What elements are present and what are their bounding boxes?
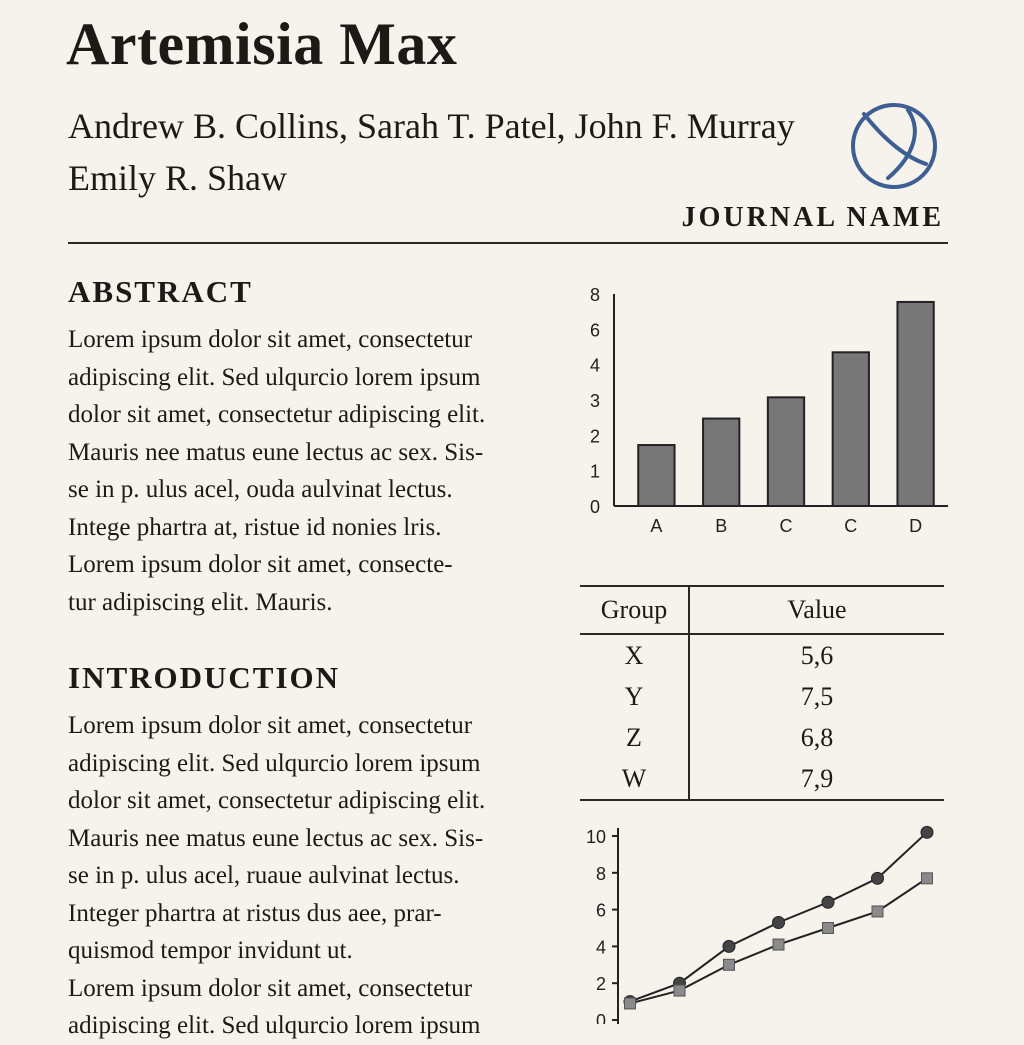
table-cell: Y: [580, 676, 690, 717]
text-line: Lorem ipsum dolor sit amet, consectetur: [68, 326, 473, 353]
data-point: [920, 825, 934, 839]
table-cell: 7,9: [800, 763, 834, 793]
authors-line-2: Emily R. Shaw: [68, 158, 288, 198]
y-tick-label: 2: [596, 974, 606, 994]
text-line: adipiscing elit. Sed ulqurcio lorem ipsu…: [68, 1012, 481, 1039]
y-tick-label: 10: [586, 827, 606, 847]
table-cell: 5,6: [800, 640, 834, 670]
text-line: Lorem ipsum dolor sit amet, consectetur: [68, 974, 473, 1002]
y-tick-label: 4: [590, 356, 600, 376]
data-point: [921, 872, 933, 885]
text-line: se in p. ulus acel, ouda aulvinat lectus…: [68, 476, 453, 503]
table-header-row: Group Value: [580, 586, 944, 635]
y-tick-label: 2: [590, 426, 600, 446]
introduction-body: Lorem ipsum dolor sit amet, consectetur a…: [68, 707, 538, 1045]
text-line: dolor sit amet, consectetur adipiscing e…: [68, 401, 486, 428]
text-line: Mauris nee matus eune lectus ac sex. Sis…: [68, 438, 484, 466]
line-chart: 0 2 4 6 8 10: [586, 825, 934, 1024]
data-point: [772, 938, 785, 951]
data-point: [722, 939, 736, 953]
data-table: Group Value X 5,6 Y 7,5 Z 6,8 W 7,9: [580, 585, 944, 801]
x-tick-label: B: [715, 516, 727, 536]
data-point: [624, 997, 636, 1010]
text-line: adipiscing elit. Sed ulqurcio lorem ipsu…: [68, 363, 481, 391]
x-tick-label: C: [844, 516, 857, 536]
x-tick-label: D: [909, 516, 922, 536]
abstract-heading: ABSTRACT: [68, 274, 253, 309]
text-line: Mauris nee matus eune lectus ac sex. Sis…: [68, 824, 484, 852]
table-cell: Z: [580, 717, 690, 758]
x-tick-label: A: [650, 516, 662, 536]
data-point: [822, 922, 834, 934]
y-tick-label: 0: [590, 497, 600, 517]
x-tick-label: C: [780, 516, 793, 536]
table-header-cell: Value: [689, 586, 944, 635]
bar: [831, 351, 870, 507]
text-line: dolor sit amet, consectetur adipiscing e…: [68, 787, 486, 814]
y-tick-label: 4: [596, 937, 606, 957]
text-line: adipiscing elit. Sed ulqurcio lorem ipsu…: [68, 749, 481, 777]
data-point: [772, 915, 785, 929]
text-line: quismod tempor invidunt ut.: [68, 937, 353, 964]
y-tick-label: 8: [590, 285, 600, 305]
table-row: Z 6,8: [580, 717, 944, 758]
paper-title: Artemisia Max: [66, 11, 458, 77]
bar: [637, 444, 676, 508]
table-row: W 7,9: [580, 758, 944, 800]
abstract-body: Lorem ipsum dolor sit amet, consectetur a…: [68, 321, 538, 621]
table-header-cell: Group: [580, 586, 690, 635]
y-tick-label: 6: [590, 320, 600, 340]
bar: [766, 396, 806, 507]
table-cell: X: [580, 634, 690, 676]
bar: [896, 300, 935, 508]
globe-circle-icon: [851, 103, 937, 189]
data-point: [871, 871, 884, 885]
author-list: Andrew B. Collins, Sarah T. Patel, John …: [68, 100, 795, 204]
data-point: [673, 984, 686, 997]
y-tick-label: 8: [596, 864, 606, 884]
introduction-heading: INTRODUCTION: [68, 660, 341, 695]
text-line: Lorem ipsum dolor sit amet, consectetur: [68, 712, 473, 739]
text-line: Integer phartra at ristus dus aee, prar-: [68, 899, 442, 927]
text-line: Lorem ipsum dolor sit amet, consecte-: [68, 551, 453, 578]
data-point: [723, 958, 735, 971]
table-cell: 7,5: [800, 681, 834, 711]
authors-line-1: Andrew B. Collins, Sarah T. Patel, John …: [68, 106, 795, 146]
data-point: [871, 905, 884, 918]
y-tick-label: 1: [590, 462, 600, 482]
text-line: Intege phartra at, ristue id nonies lris…: [68, 513, 442, 541]
table-cell: W: [580, 758, 690, 800]
bar: [702, 417, 741, 507]
table-row: X 5,6: [580, 634, 944, 676]
table-row: Y 7,5: [580, 676, 944, 717]
y-tick-label: 0: [596, 1011, 606, 1024]
table-cell: 6,8: [800, 722, 834, 752]
y-tick-label: 3: [590, 391, 600, 411]
bar-chart: 0 1 2 3 4 6 8 A B C C D: [590, 285, 948, 536]
journal-name: JOURNAL NAME: [681, 202, 944, 233]
text-line: se in p. ulus acel, ruaue aulvinat lectu…: [68, 862, 460, 889]
header-divider: [68, 242, 948, 244]
data-point: [821, 895, 835, 909]
y-tick-label: 6: [596, 901, 606, 921]
text-line: tur adipiscing elit. Mauris.: [68, 588, 333, 616]
